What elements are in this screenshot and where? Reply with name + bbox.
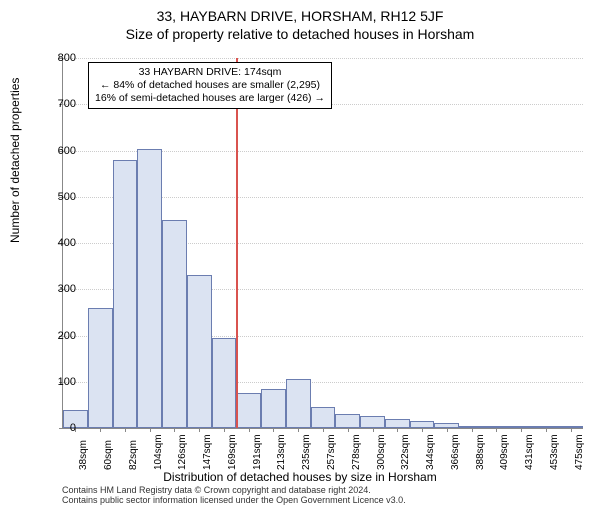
attribution-footer: Contains HM Land Registry data © Crown c… <box>62 486 406 506</box>
histogram-bar <box>335 414 360 428</box>
address-title: 33, HAYBARN DRIVE, HORSHAM, RH12 5JF <box>0 8 600 24</box>
xtick-label: 453sqm <box>549 434 560 470</box>
xtick-label: 322sqm <box>400 434 411 470</box>
ytick-label: 0 <box>42 422 76 434</box>
xtick-label: 60sqm <box>103 440 114 470</box>
info-box-line2: ← 84% of detached houses are smaller (2,… <box>95 79 325 92</box>
histogram-bar <box>261 389 286 428</box>
xtick-mark <box>150 428 151 432</box>
xtick-mark <box>224 428 225 432</box>
xtick-label: 344sqm <box>425 434 436 470</box>
xtick-mark <box>298 428 299 432</box>
footer-line-2: Contains public sector information licen… <box>62 496 406 506</box>
ytick-label: 700 <box>42 98 76 110</box>
xtick-mark <box>546 428 547 432</box>
xtick-label: 300sqm <box>376 434 387 470</box>
xtick-label: 388sqm <box>475 434 486 470</box>
xtick-mark <box>397 428 398 432</box>
chart-subtitle: Size of property relative to detached ho… <box>0 26 600 42</box>
histogram-bar <box>187 275 212 428</box>
xtick-mark <box>521 428 522 432</box>
x-axis-label: Distribution of detached houses by size … <box>0 470 600 484</box>
xtick-mark <box>174 428 175 432</box>
histogram-bar <box>137 149 162 428</box>
xtick-mark <box>373 428 374 432</box>
xtick-mark <box>496 428 497 432</box>
xtick-label: 82sqm <box>128 440 139 470</box>
ytick-label: 100 <box>42 376 76 388</box>
xtick-mark <box>348 428 349 432</box>
xtick-mark <box>571 428 572 432</box>
xtick-label: 235sqm <box>301 434 312 470</box>
histogram-bar <box>385 419 410 428</box>
xtick-label: 278sqm <box>351 434 362 470</box>
xtick-label: 366sqm <box>450 434 461 470</box>
xtick-label: 475sqm <box>574 434 585 470</box>
ytick-label: 300 <box>42 283 76 295</box>
xtick-label: 213sqm <box>276 434 287 470</box>
histogram-bar <box>236 393 261 428</box>
histogram-bar <box>286 379 311 428</box>
gridline <box>63 58 583 59</box>
histogram-bar <box>162 220 187 428</box>
ytick-label: 400 <box>42 237 76 249</box>
histogram-bar <box>311 407 336 428</box>
xtick-mark <box>249 428 250 432</box>
xtick-mark <box>199 428 200 432</box>
info-box-line3: 16% of semi-detached houses are larger (… <box>95 92 325 105</box>
histogram-bar <box>113 160 138 428</box>
xtick-label: 409sqm <box>499 434 510 470</box>
xtick-mark <box>472 428 473 432</box>
y-axis-label: Number of detached properties <box>8 78 22 243</box>
xtick-label: 104sqm <box>153 434 164 470</box>
xtick-mark <box>125 428 126 432</box>
histogram-bar <box>88 308 113 428</box>
xtick-label: 38sqm <box>78 440 89 470</box>
ytick-label: 200 <box>42 330 76 342</box>
xtick-label: 169sqm <box>227 434 238 470</box>
xtick-mark <box>273 428 274 432</box>
histogram-bar <box>212 338 237 428</box>
xtick-label: 257sqm <box>326 434 337 470</box>
info-box-line1: 33 HAYBARN DRIVE: 174sqm <box>95 66 325 79</box>
ytick-label: 600 <box>42 145 76 157</box>
xtick-label: 126sqm <box>177 434 188 470</box>
xtick-label: 191sqm <box>252 434 263 470</box>
info-box: 33 HAYBARN DRIVE: 174sqm← 84% of detache… <box>88 62 332 109</box>
reference-line <box>236 58 238 428</box>
histogram-bar <box>360 416 385 428</box>
ytick-label: 500 <box>42 191 76 203</box>
histogram-bar <box>410 421 435 428</box>
ytick-label: 800 <box>42 52 76 64</box>
xtick-mark <box>422 428 423 432</box>
xtick-label: 431sqm <box>524 434 535 470</box>
xtick-label: 147sqm <box>202 434 213 470</box>
histogram-chart <box>62 58 583 429</box>
xtick-mark <box>323 428 324 432</box>
xtick-mark <box>447 428 448 432</box>
xtick-mark <box>100 428 101 432</box>
